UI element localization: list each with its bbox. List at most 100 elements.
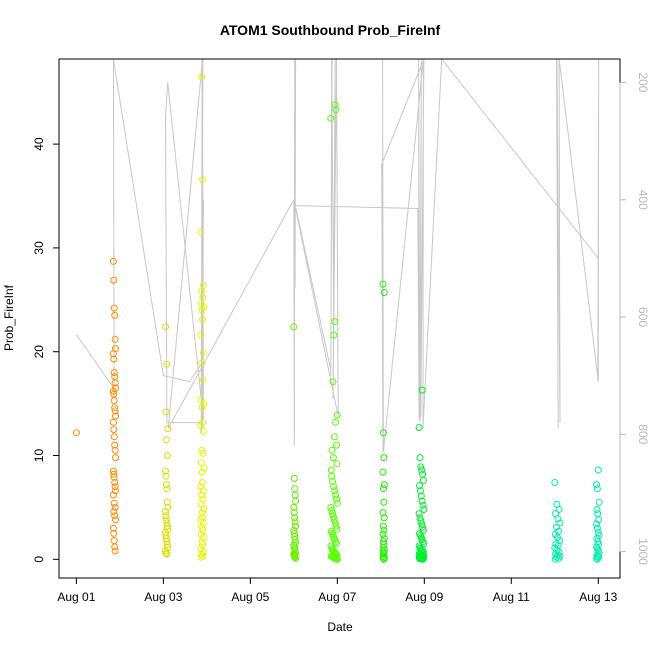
- data-point-3: [291, 536, 299, 544]
- data-point-4: [327, 466, 335, 474]
- data-point-2: [198, 359, 206, 367]
- data-point-5: [380, 526, 388, 534]
- data-point-5: [380, 454, 388, 462]
- data-point-2: [197, 421, 205, 429]
- data-point-1: [163, 452, 171, 459]
- data-point-4: [329, 454, 337, 462]
- data-point-3: [290, 503, 298, 511]
- data-point-5: [380, 481, 388, 489]
- data-point-0: [111, 335, 119, 343]
- data-point-0: [110, 470, 118, 478]
- data-point-4: [327, 114, 335, 122]
- data-point-6: [416, 482, 423, 490]
- data-point-6: [417, 492, 425, 500]
- data-point-4: [330, 331, 338, 339]
- data-point-0: [110, 426, 118, 434]
- right-tick-label: 200: [636, 72, 650, 92]
- data-point-8: [595, 516, 603, 524]
- x-tick-label: Aug 13: [579, 590, 617, 604]
- data-point-2: [199, 376, 207, 384]
- data-point-0: [111, 379, 119, 387]
- data-point-3: [291, 491, 299, 499]
- data-point-4: [329, 510, 336, 518]
- data-point-6: [419, 501, 427, 509]
- x-axis: Aug 01 Aug 03 Aug 05 Aug 07 Aug 09 Aug 11 Aug …: [57, 577, 618, 604]
- data-point-4: [331, 519, 339, 527]
- data-point-4: [329, 378, 337, 386]
- data-point-2: [199, 526, 207, 534]
- data-point-8: [593, 551, 601, 559]
- data-point-7: [553, 546, 561, 554]
- data-point-4: [327, 503, 335, 511]
- data-point-2: [198, 491, 206, 499]
- x-tick-label: Aug 03: [144, 590, 182, 604]
- data-point-7: [555, 506, 563, 513]
- data-point-5: [380, 541, 388, 549]
- data-point-1: [162, 549, 170, 557]
- data-point-5: [379, 530, 387, 538]
- data-point-0: [110, 276, 118, 284]
- y-tick-label: 20: [32, 345, 46, 359]
- x-tick-label: Aug 07: [318, 590, 356, 604]
- data-point-3: [292, 497, 300, 505]
- data-point-1: [163, 522, 171, 530]
- data-point-2: [198, 404, 206, 412]
- data-point-6: [415, 424, 423, 431]
- data-point-5: [379, 468, 387, 476]
- data-point-0: [110, 529, 118, 537]
- right-tick-label: 1000: [636, 538, 650, 565]
- data-point-8: [593, 481, 600, 489]
- data-point-4: [332, 491, 340, 499]
- data-point-0: [112, 487, 119, 495]
- data-point-5: [379, 509, 387, 517]
- data-point-6: [416, 514, 424, 522]
- data-point-2: [198, 468, 206, 476]
- data-point-2: [198, 523, 206, 531]
- data-point-4: [331, 101, 339, 109]
- x-tick-label: Aug 09: [405, 590, 443, 604]
- right-tick-label: 600: [636, 307, 650, 327]
- data-point-4: [331, 318, 339, 326]
- data-point-0: [111, 503, 119, 511]
- data-point-5: [379, 485, 387, 493]
- points-layer: [72, 73, 603, 563]
- data-point-5: [380, 555, 388, 563]
- data-point-6: [415, 510, 423, 518]
- data-point-3: [291, 485, 299, 493]
- data-point-0: [111, 547, 119, 555]
- data-point-0: [111, 543, 119, 551]
- data-point-2: [199, 316, 206, 323]
- x-tick-label: Aug 05: [231, 590, 269, 604]
- data-point-8: [593, 555, 601, 563]
- data-point-2: [199, 294, 207, 302]
- data-point-3: [290, 474, 298, 482]
- data-point-2: [199, 541, 206, 549]
- data-point-0: [109, 257, 117, 265]
- data-point-8: [593, 554, 600, 562]
- data-point-2: [199, 487, 207, 495]
- data-point-4: [328, 446, 336, 454]
- data-point-1: [163, 541, 171, 549]
- data-point-1: [162, 472, 170, 480]
- data-point-0: [110, 397, 118, 404]
- data-point-8: [595, 498, 603, 506]
- data-point-3: [290, 323, 298, 331]
- data-point-0: [112, 412, 119, 420]
- data-point-2: [198, 306, 206, 314]
- data-point-5: [380, 514, 388, 522]
- data-point-3: [292, 522, 300, 530]
- data-point-5: [379, 280, 387, 288]
- data-point-2: [199, 552, 207, 560]
- data-point-7: [551, 555, 559, 563]
- data-point-1: [162, 481, 170, 489]
- data-point-0: [109, 491, 117, 499]
- data-point-0: [110, 304, 118, 312]
- data-point-0: [111, 441, 119, 449]
- data-point-0: [109, 418, 117, 426]
- data-point-1: [162, 512, 170, 520]
- data-point-0: [109, 350, 117, 358]
- data-point-4: [328, 507, 336, 514]
- data-point-1: [163, 360, 171, 368]
- data-point-4: [329, 513, 337, 521]
- data-point-8: [593, 520, 600, 528]
